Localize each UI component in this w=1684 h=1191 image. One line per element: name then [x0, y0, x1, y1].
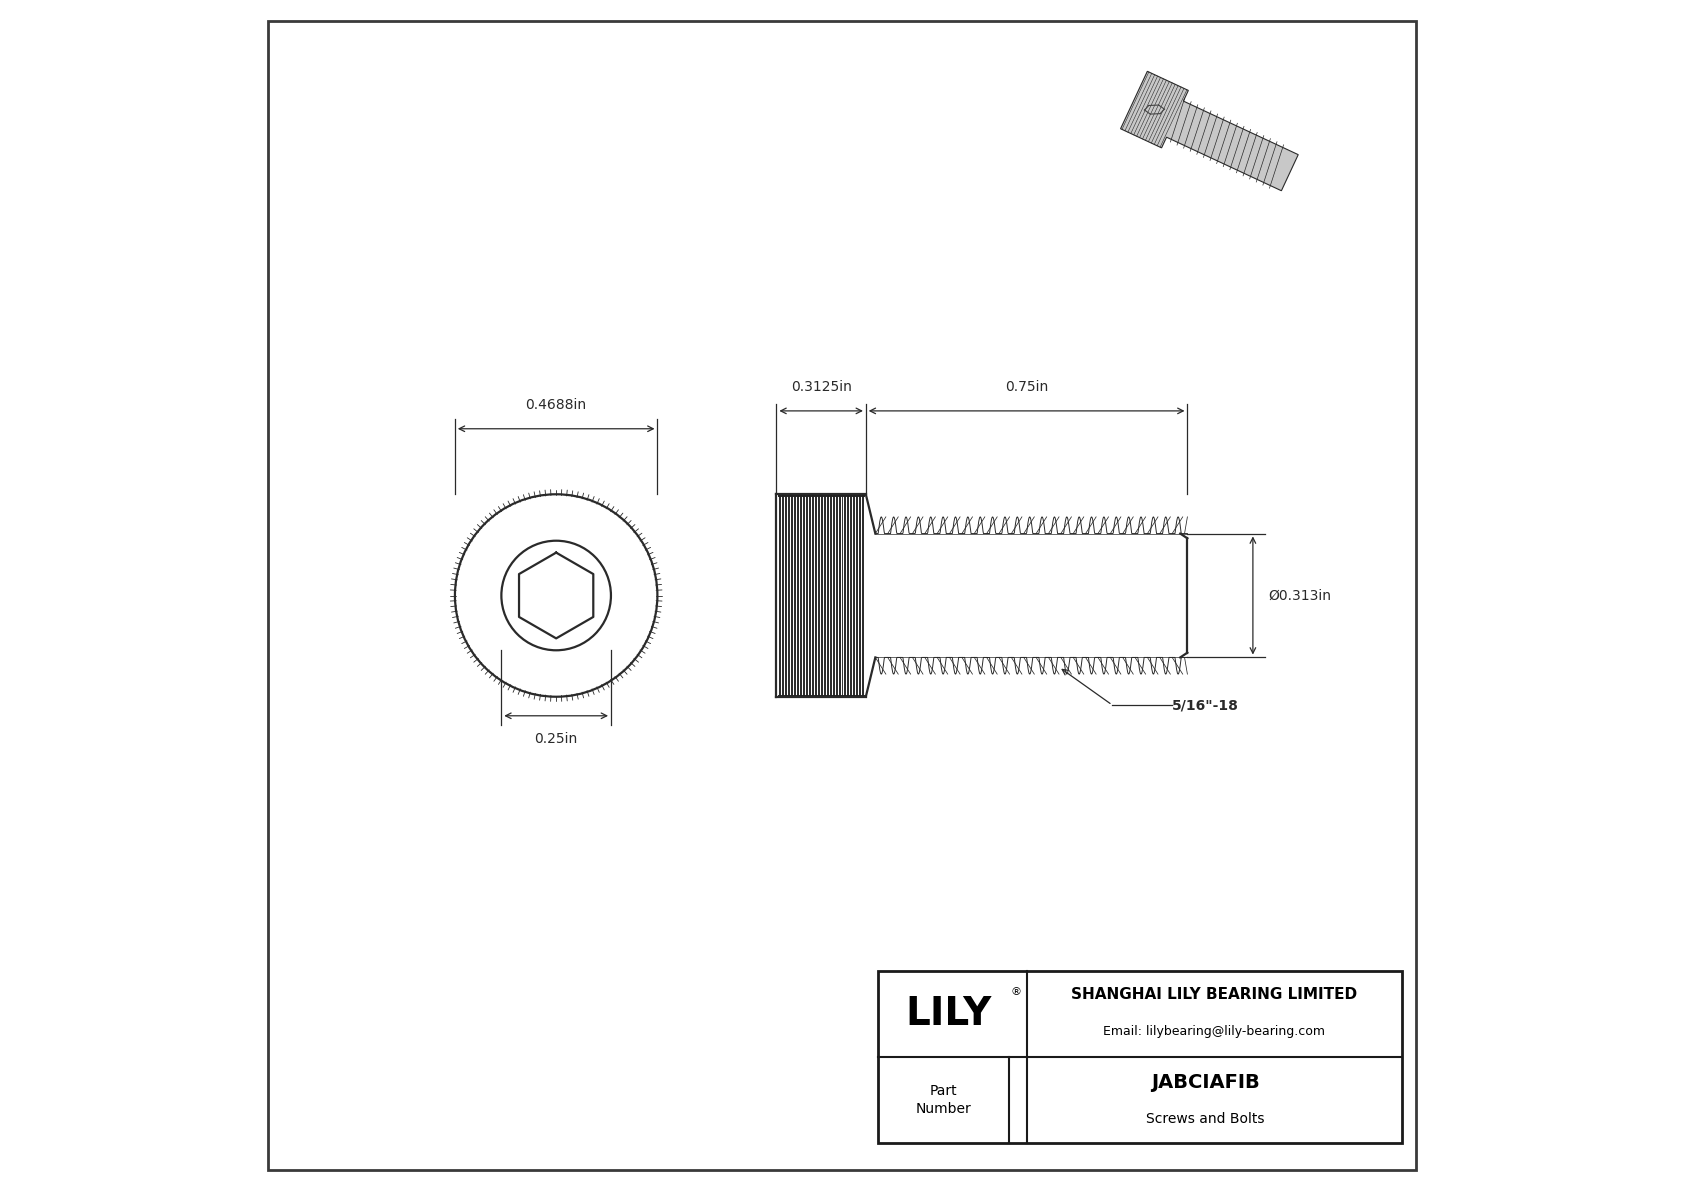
Bar — [877, 971, 1401, 1143]
Text: SHANGHAI LILY BEARING LIMITED: SHANGHAI LILY BEARING LIMITED — [1071, 987, 1357, 1003]
Bar — [778, 495, 864, 696]
Text: JABCIAFIB: JABCIAFIB — [1150, 1073, 1260, 1092]
Text: Screws and Bolts: Screws and Bolts — [1147, 1112, 1265, 1127]
Text: 0.25in: 0.25in — [534, 732, 578, 747]
Text: Part
Number: Part Number — [916, 1084, 972, 1116]
Text: LILY: LILY — [906, 994, 992, 1033]
Circle shape — [455, 494, 657, 697]
Text: 0.4688in: 0.4688in — [525, 398, 586, 412]
Text: Ø0.313in: Ø0.313in — [1268, 588, 1332, 603]
Text: 0.75in: 0.75in — [1005, 380, 1047, 394]
Text: 0.3125in: 0.3125in — [791, 380, 852, 394]
Bar — [776, 494, 866, 697]
Text: 5/16"-18: 5/16"-18 — [1172, 698, 1239, 712]
Polygon shape — [1120, 71, 1298, 191]
Text: Email: lilybearing@lily-bearing.com: Email: lilybearing@lily-bearing.com — [1103, 1025, 1325, 1039]
Text: ®: ® — [1010, 987, 1022, 997]
